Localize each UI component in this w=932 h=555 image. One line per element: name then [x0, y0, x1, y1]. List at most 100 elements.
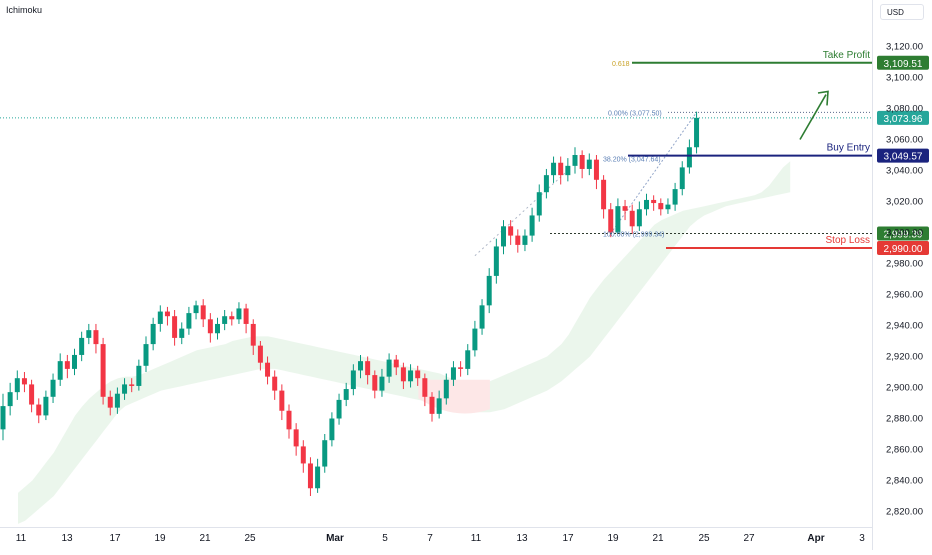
- candle-body: [64, 361, 70, 369]
- price-label-text: 3,109.51: [884, 59, 923, 70]
- candle-body: [393, 359, 399, 368]
- fib-382-label: 38.20% (3,047.64): [603, 157, 661, 164]
- trend-line-dotted: [474, 170, 569, 257]
- candle-body: [157, 311, 163, 324]
- candle-body: [379, 376, 385, 391]
- candle-body: [343, 389, 349, 400]
- y-tick-label: 2,960.00: [886, 290, 923, 301]
- price-label-box: [877, 110, 929, 125]
- x-tick-label: 19: [154, 533, 166, 544]
- x-tick-label: 21: [652, 533, 664, 544]
- indicator-label: Ichimoku: [6, 5, 43, 15]
- fib-618-label: 0.618: [612, 61, 630, 68]
- candle-body: [672, 189, 678, 205]
- candle-body: [486, 275, 492, 306]
- candle-body: [479, 305, 485, 329]
- y-tick-label: 3,020.00: [886, 197, 923, 208]
- candle-body: [436, 398, 442, 414]
- candle-body: [658, 203, 664, 210]
- candle-body: [501, 226, 506, 247]
- x-tick-label: Mar: [326, 533, 344, 544]
- candle-body: [322, 440, 328, 467]
- candle-body: [665, 204, 671, 210]
- candle-body: [350, 370, 356, 390]
- candle-body: [636, 209, 642, 227]
- candle-body: [579, 155, 585, 169]
- y-tick-label: 2,980.00: [886, 259, 923, 270]
- x-tick-label: 13: [61, 533, 73, 544]
- candle-body: [150, 323, 156, 345]
- price-label-text: 2,990.00: [884, 244, 923, 255]
- candle-body: [215, 323, 220, 334]
- up-arrow-head: [817, 90, 829, 106]
- x-tick-label: 11: [471, 533, 482, 544]
- candle-body: [443, 379, 449, 399]
- time-axis-divider: [0, 527, 872, 528]
- ichimoku-cloud: [18, 161, 791, 524]
- candle-body: [122, 384, 128, 394]
- candle-body: [7, 392, 13, 407]
- candle-body: [29, 384, 35, 405]
- candle-body: [651, 199, 657, 204]
- candle-body: [372, 375, 378, 391]
- fib-100-label: 100.00% (2,999.34): [603, 232, 665, 239]
- candle-body: [415, 370, 421, 379]
- candle-body: [551, 162, 557, 176]
- candle-body: [57, 361, 63, 380]
- candle-body: [365, 361, 371, 376]
- price-label-box: [877, 148, 929, 163]
- x-tick-label: 19: [607, 533, 619, 544]
- candle-body: [493, 246, 499, 276]
- candle-body: [386, 359, 392, 377]
- candle-body: [422, 378, 428, 397]
- candle-body: [694, 117, 700, 148]
- candle-body: [43, 396, 49, 416]
- candle-body: [572, 155, 578, 166]
- price-axis-divider: [872, 0, 873, 550]
- candle-body: [565, 165, 571, 176]
- candle-body: [172, 316, 178, 338]
- candle-body: [186, 313, 192, 329]
- candle-body: [14, 378, 20, 393]
- candle-body: [229, 316, 235, 320]
- candle-body: [300, 446, 306, 464]
- candle-body: [93, 330, 99, 345]
- candle-body: [164, 311, 170, 317]
- candle-body: [100, 344, 106, 397]
- candle-body: [72, 354, 77, 369]
- candle-body: [465, 350, 471, 369]
- candle-body: [543, 175, 549, 193]
- x-tick-label: 5: [382, 533, 388, 544]
- candle-body: [193, 305, 199, 314]
- candle-body: [601, 179, 607, 210]
- candle-body: [143, 344, 149, 366]
- x-tick-label: 7: [427, 533, 433, 544]
- y-tick-label: 3,040.00: [886, 166, 923, 177]
- up-arrow: [799, 94, 827, 140]
- x-tick-label: 13: [516, 533, 528, 544]
- y-tick-label: 3,100.00: [886, 73, 923, 84]
- candle-body: [265, 362, 271, 377]
- currency-selector[interactable]: USD: [880, 4, 924, 20]
- y-tick-label: 3,000.00: [886, 228, 923, 239]
- x-tick-label: 11: [16, 533, 27, 544]
- y-tick-label: 3,080.00: [886, 104, 923, 115]
- candle-body: [36, 404, 42, 416]
- candle-body: [0, 406, 6, 430]
- candle-body: [679, 167, 685, 190]
- candle-body: [279, 390, 285, 411]
- candle-body: [257, 345, 263, 363]
- y-tick-label: 2,840.00: [886, 476, 923, 487]
- candle-body: [608, 209, 614, 233]
- candle-body: [272, 376, 278, 391]
- x-tick-label: 21: [199, 533, 211, 544]
- candle-body: [536, 192, 542, 216]
- candle-body: [236, 308, 242, 320]
- candle-body: [450, 367, 456, 380]
- candle-body: [307, 463, 313, 489]
- price-label-box: [877, 55, 929, 70]
- candle-body: [429, 396, 435, 414]
- x-tick-label: 3: [859, 533, 865, 544]
